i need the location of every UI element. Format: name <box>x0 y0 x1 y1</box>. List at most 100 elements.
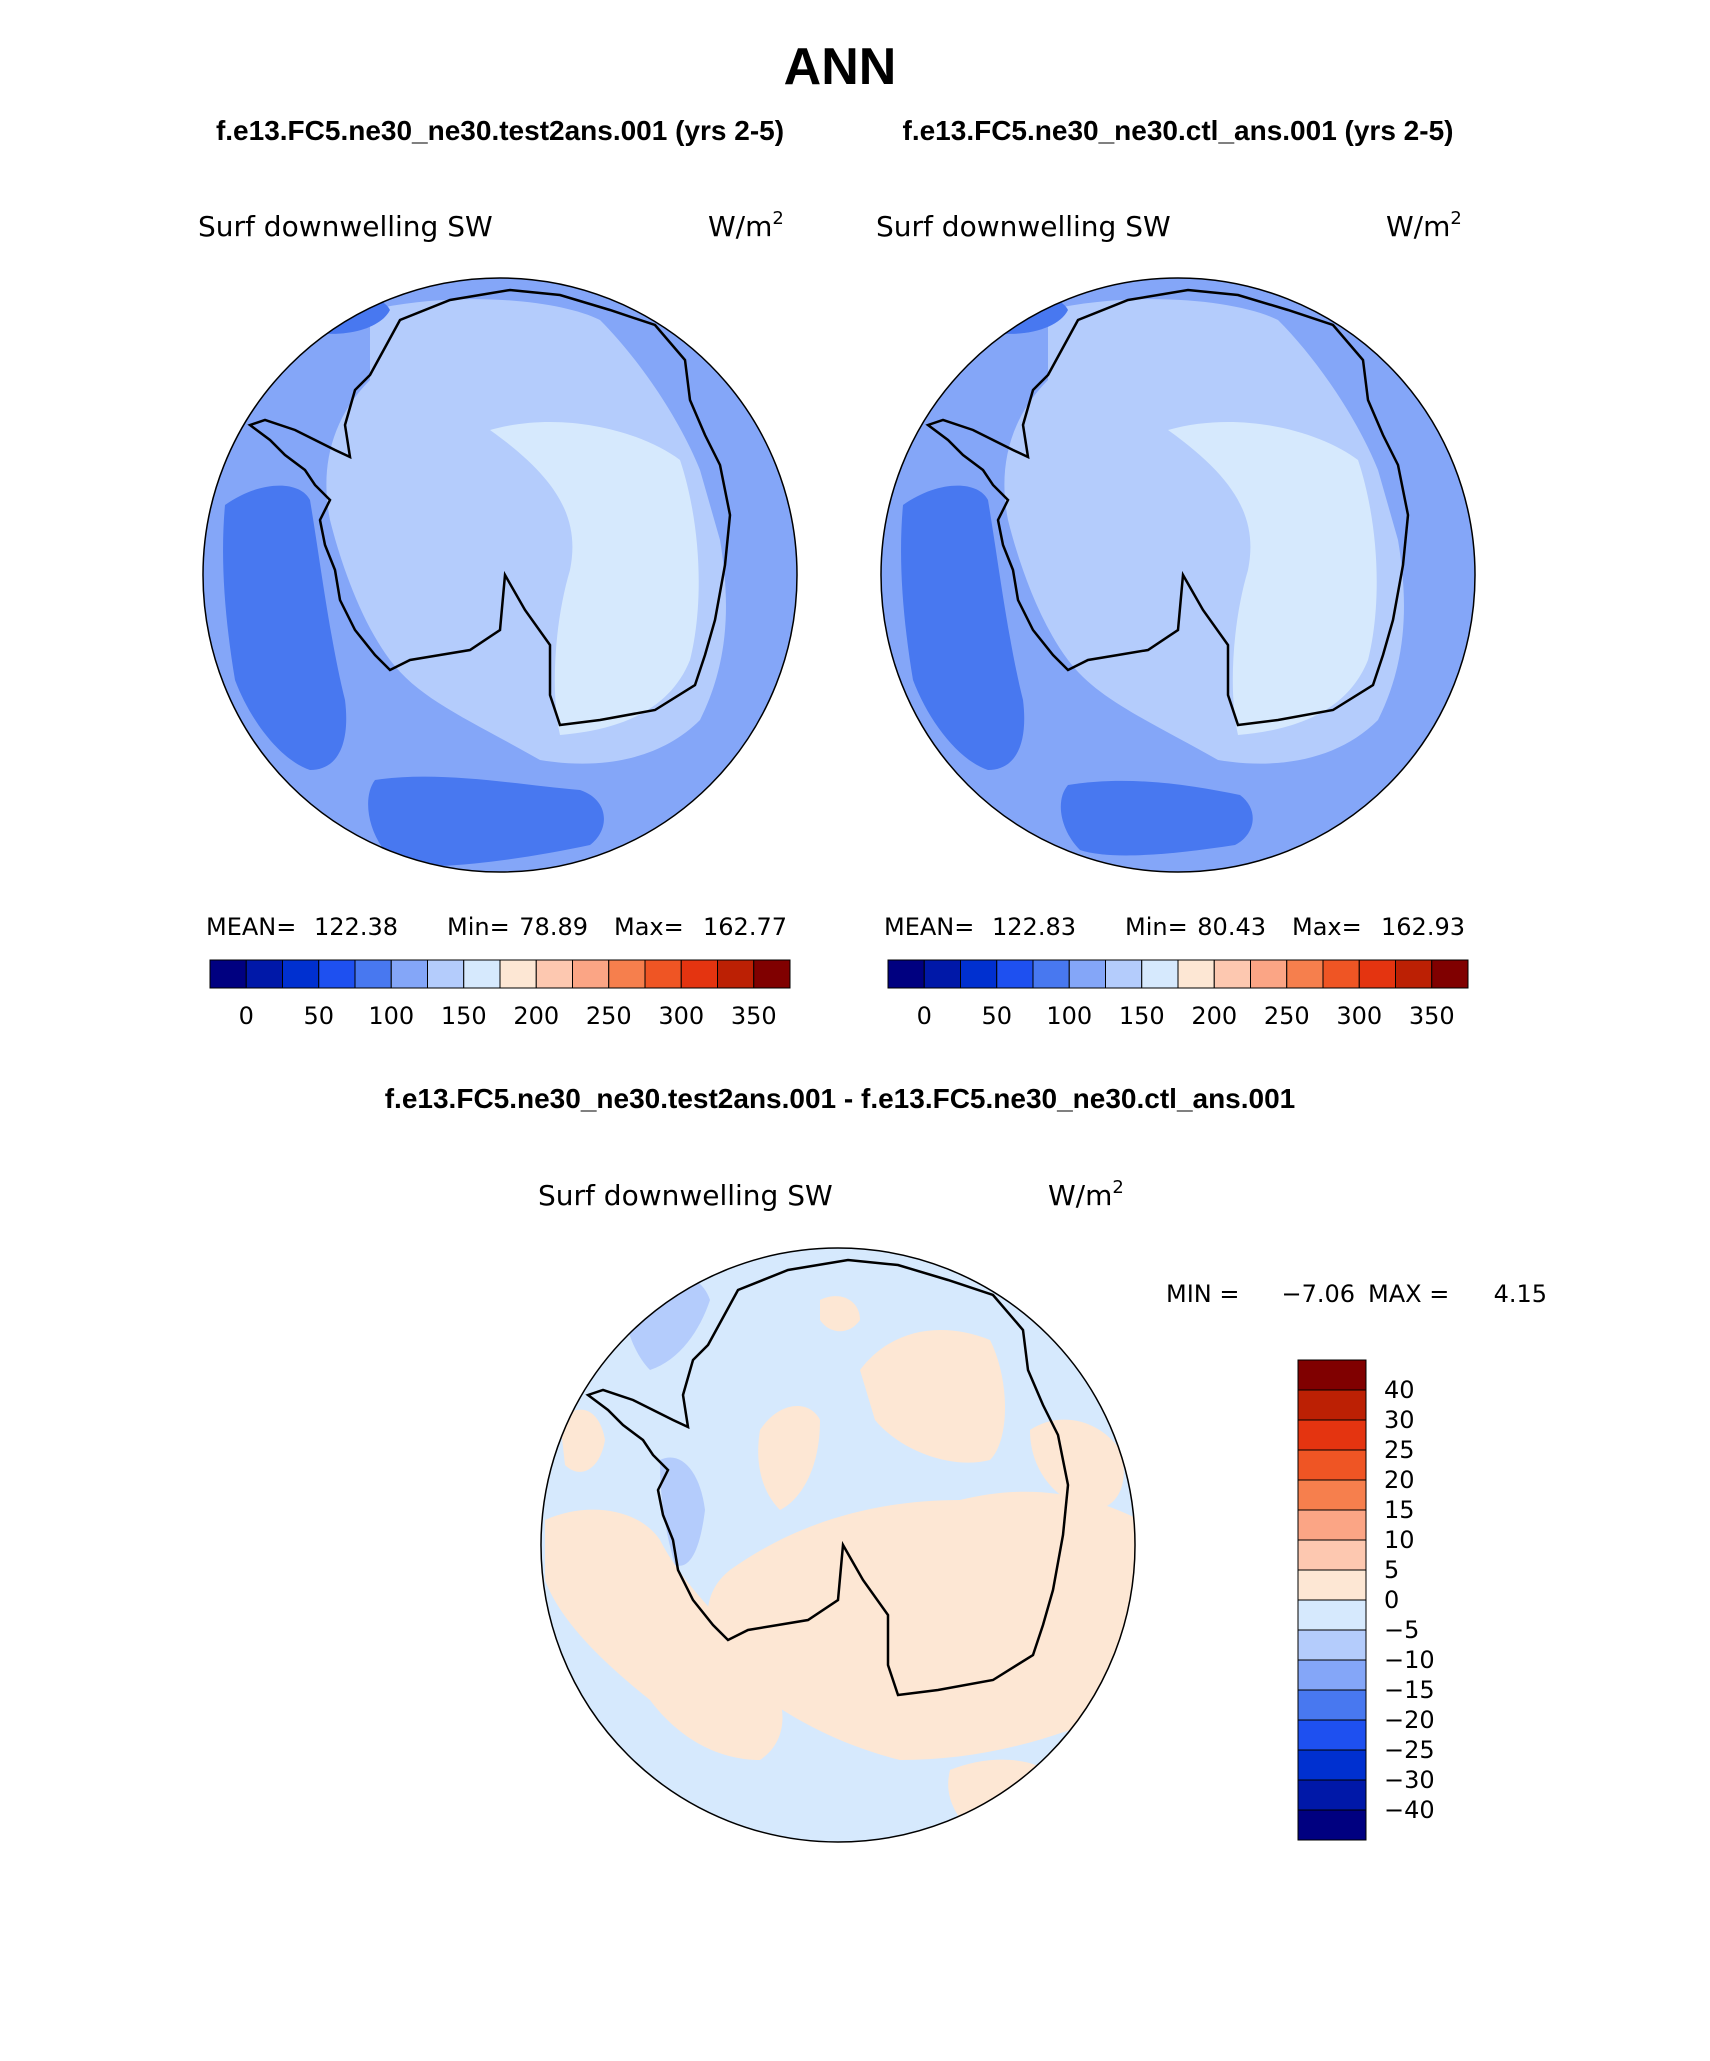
colorbar-swatch <box>1032 959 1070 989</box>
svg-text:Max=: Max= <box>614 913 684 941</box>
colorbar-swatch <box>1286 959 1324 989</box>
diff-panel: Surf downwelling SW W/m2 MIN = −7.06 MAX… <box>538 1177 1547 1843</box>
left-panel: Surf downwelling SW W/m2 MEAN= 122.38 Mi… <box>198 208 798 1030</box>
right-colorbar: 0 50 100 150 200 250 300 350 <box>887 959 1469 1030</box>
colorbar-swatch <box>1297 1449 1367 1481</box>
svg-text:−7.06: −7.06 <box>1281 1280 1355 1308</box>
colorbar-swatch <box>608 959 646 989</box>
colorbar-tick-label: 40 <box>1384 1376 1415 1404</box>
colorbar-tick-label: 150 <box>1119 1002 1165 1030</box>
colorbar-swatch <box>1431 959 1469 989</box>
colorbar-swatch <box>1322 959 1360 989</box>
right-variable-label: Surf downwelling SW <box>876 210 1171 243</box>
colorbar-swatch <box>1297 1809 1367 1841</box>
colorbar-swatch <box>1177 959 1215 989</box>
colorbar-swatch <box>923 959 961 989</box>
colorbar-swatch <box>717 959 755 989</box>
diff-stats: MIN = −7.06 MAX = 4.15 <box>1166 1280 1547 1308</box>
colorbar-tick-label: −10 <box>1384 1646 1435 1674</box>
svg-text:80.43: 80.43 <box>1197 913 1266 941</box>
left-stats: MEAN= 122.38 Min= 78.89 Max= 162.77 <box>206 913 787 941</box>
colorbar-swatch <box>996 959 1034 989</box>
colorbar-tick-label: 250 <box>586 1002 632 1030</box>
diff-variable-label: Surf downwelling SW <box>538 1179 833 1212</box>
right-panel: Surf downwelling SW W/m2 MEAN= 122.83 Mi… <box>876 208 1476 1030</box>
colorbar-tick-label: 100 <box>368 1002 414 1030</box>
right-map-boundary <box>880 277 1476 873</box>
svg-text:Min=: Min= <box>447 913 510 941</box>
left-units-label: W/m2 <box>708 208 784 243</box>
right-units-label: W/m2 <box>1386 208 1462 243</box>
colorbar-swatch <box>427 959 465 989</box>
colorbar-tick-label: −25 <box>1384 1736 1435 1764</box>
colorbar-swatch <box>1297 1359 1367 1391</box>
colorbar-tick-label: 200 <box>1191 1002 1237 1030</box>
left-map-boundary <box>202 277 798 873</box>
left-variable-label: Surf downwelling SW <box>198 210 493 243</box>
svg-text:MEAN=: MEAN= <box>206 913 296 941</box>
colorbar-swatch <box>1297 1599 1367 1631</box>
colorbar-swatch <box>680 959 718 989</box>
colorbar-tick-label: −30 <box>1384 1766 1435 1794</box>
colorbar-swatch <box>1395 959 1433 989</box>
colorbar-tick-label: 250 <box>1264 1002 1310 1030</box>
svg-text:78.89: 78.89 <box>519 913 588 941</box>
colorbar-swatch <box>1105 959 1143 989</box>
colorbar-tick-label: 50 <box>981 1002 1012 1030</box>
svg-text:4.15: 4.15 <box>1494 1280 1547 1308</box>
colorbar-swatch <box>1297 1629 1367 1661</box>
colorbar-swatch <box>1297 1419 1367 1451</box>
colorbar-tick-label: −20 <box>1384 1706 1435 1734</box>
colorbar-swatch <box>1297 1509 1367 1541</box>
colorbar-swatch <box>572 959 610 989</box>
diff-title: f.e13.FC5.ne30_ne30.test2ans.001 - f.e13… <box>385 1083 1296 1114</box>
colorbar-tick-label: 300 <box>658 1002 704 1030</box>
svg-text:MAX =: MAX = <box>1368 1280 1449 1308</box>
colorbar-tick-label: 0 <box>239 1002 254 1030</box>
svg-text:MEAN=: MEAN= <box>884 913 974 941</box>
main-title: ANN <box>784 38 897 96</box>
top-left-title: f.e13.FC5.ne30_ne30.test2ans.001 (yrs 2-… <box>216 115 784 146</box>
colorbar-swatch <box>1250 959 1288 989</box>
colorbar-swatch <box>1141 959 1179 989</box>
colorbar-swatch <box>1297 1479 1367 1511</box>
svg-text:162.77: 162.77 <box>703 913 787 941</box>
colorbar-swatch <box>282 959 320 989</box>
colorbar-swatch <box>390 959 428 989</box>
colorbar-swatch <box>1297 1779 1367 1811</box>
top-right-title: f.e13.FC5.ne30_ne30.ctl_ans.001 (yrs 2-5… <box>903 115 1454 146</box>
left-colorbar: 0 50 100 150 200 250 300 350 <box>209 959 791 1030</box>
colorbar-swatch <box>1297 1569 1367 1601</box>
svg-text:Min=: Min= <box>1125 913 1188 941</box>
colorbar-tick-label: 10 <box>1384 1526 1415 1554</box>
svg-text:162.93: 162.93 <box>1381 913 1465 941</box>
colorbar-tick-label: −40 <box>1384 1796 1435 1824</box>
colorbar-swatch <box>499 959 537 989</box>
colorbar-tick-label: 300 <box>1336 1002 1382 1030</box>
colorbar-swatch <box>1213 959 1251 989</box>
svg-text:MIN =: MIN = <box>1166 1280 1239 1308</box>
left-map <box>203 278 797 872</box>
colorbar-swatch <box>753 959 791 989</box>
colorbar-swatch <box>1297 1389 1367 1421</box>
colorbar-tick-label: 0 <box>1384 1586 1399 1614</box>
colorbar-tick-label: 5 <box>1384 1556 1399 1584</box>
colorbar-swatch <box>463 959 501 989</box>
colorbar-tick-label: −5 <box>1384 1616 1419 1644</box>
colorbar-swatch <box>245 959 283 989</box>
svg-text:Max=: Max= <box>1292 913 1362 941</box>
colorbar-swatch <box>354 959 392 989</box>
svg-text:122.83: 122.83 <box>992 913 1076 941</box>
colorbar-swatch <box>1297 1719 1367 1751</box>
colorbar-swatch <box>209 959 247 989</box>
colorbar-tick-label: 350 <box>731 1002 777 1030</box>
diff-map-boundary <box>540 1247 1136 1843</box>
colorbar-swatch <box>1358 959 1396 989</box>
colorbar-tick-label: 350 <box>1409 1002 1455 1030</box>
colorbar-swatch <box>1297 1539 1367 1571</box>
colorbar-swatch <box>1297 1689 1367 1721</box>
colorbar-tick-label: 20 <box>1384 1466 1415 1494</box>
colorbar-swatch <box>535 959 573 989</box>
right-map <box>881 278 1475 872</box>
